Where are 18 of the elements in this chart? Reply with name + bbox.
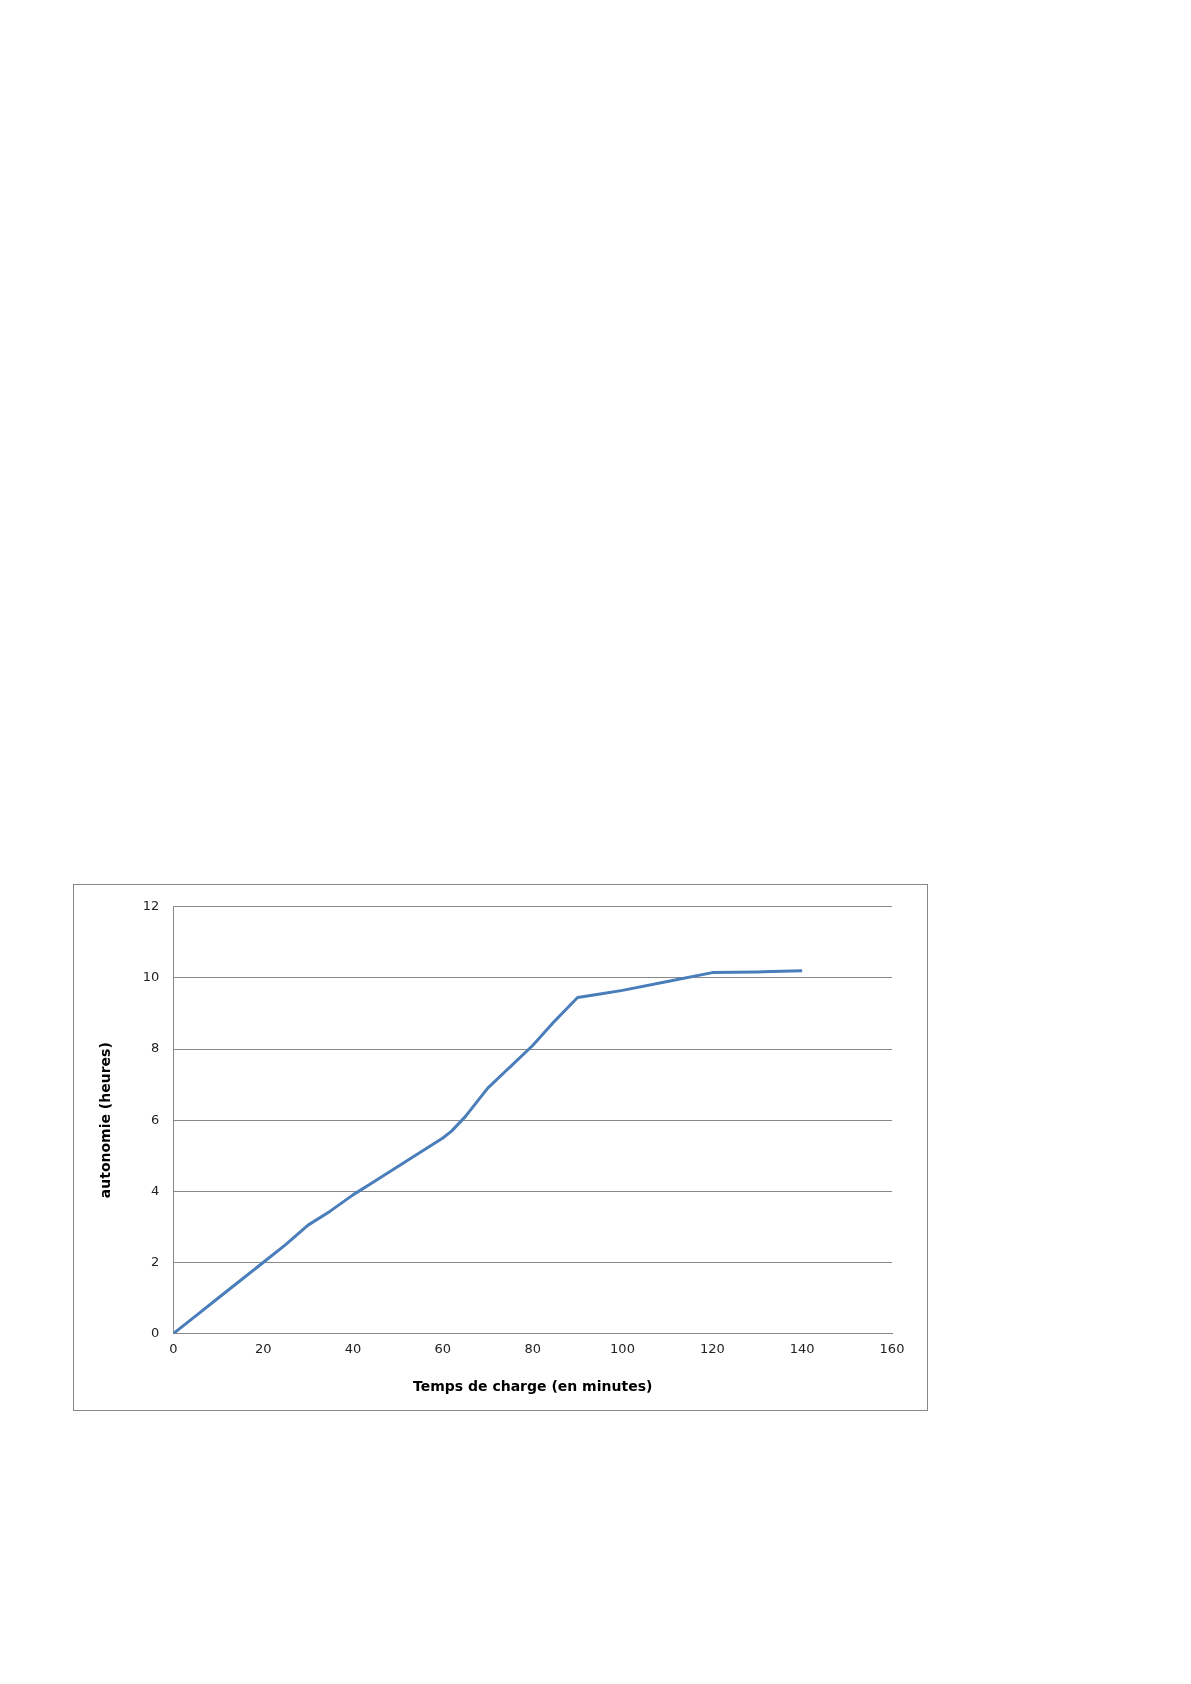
y-tick-label: 4 xyxy=(151,1182,160,1198)
x-tick-label: 40 xyxy=(344,1340,362,1356)
y-tick-label: 2 xyxy=(151,1253,160,1269)
x-tick-label: 120 xyxy=(699,1340,725,1356)
y-tick-label: 0 xyxy=(151,1324,160,1340)
y-tick-label: 10 xyxy=(142,969,160,985)
x-tick-label: 80 xyxy=(524,1340,541,1356)
x-tick-label: 100 xyxy=(610,1340,635,1356)
x-tick-label: 20 xyxy=(254,1340,272,1356)
y-axis-title: autonomie (heures) xyxy=(97,1042,114,1199)
x-tick-label: 60 xyxy=(434,1340,452,1356)
x-tick-label: 0 xyxy=(169,1340,178,1356)
y-tick-label: 8 xyxy=(151,1040,160,1056)
x-tick-label: 140 xyxy=(789,1340,815,1356)
x-axis-title: Temps de charge (en minutes) xyxy=(412,1378,653,1395)
y-tick-label: 6 xyxy=(151,1111,160,1127)
y-tick-label: 12 xyxy=(142,898,160,914)
x-tick-label: 160 xyxy=(879,1340,905,1356)
